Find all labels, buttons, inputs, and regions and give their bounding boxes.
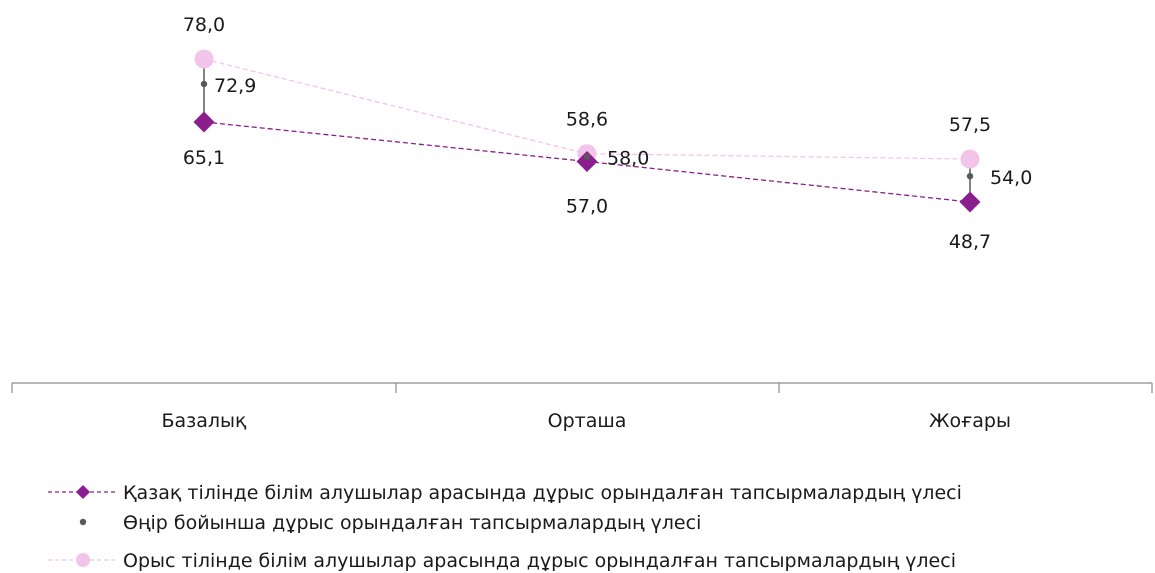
point-russian-2 [960, 149, 980, 169]
x-tick-label-0: Базалық [161, 410, 247, 432]
legend-label-kazakh: Қазақ тілінде білім алушылар арасында дұ… [123, 482, 962, 504]
data-label-0-1: 57,0 [566, 196, 608, 218]
point-kazakh-0 [193, 111, 215, 133]
legend-marker-region [79, 518, 87, 526]
data-label-1-0: 72,9 [214, 75, 256, 97]
point-kazakh-1 [576, 151, 598, 173]
data-label-2-1: 58,6 [566, 109, 608, 131]
legend-marker-kazakh [76, 485, 90, 499]
point-region-0 [200, 80, 208, 88]
point-kazakh-2 [959, 191, 981, 213]
point-region-1 [583, 153, 591, 160]
point-russian-0 [194, 49, 214, 69]
legend: Қазақ тілінде білім алушылар арасында дұ… [48, 482, 962, 572]
data-label-0-2: 48,7 [949, 231, 991, 253]
plot-area: 78,0 58,6 57,5 72,9 58,0 54,0 65,1 57,0 48,7 [183, 14, 1032, 253]
point-region-2 [966, 172, 974, 180]
x-axis: Базалық Орташа Жоғары [11, 382, 1153, 432]
legend-label-region: Өңір бойынша дұрыс орындалған тапсырмала… [123, 512, 701, 534]
data-label-1-2: 54,0 [990, 167, 1032, 189]
legend-label-russian: Орыс тілінде білім алушылар арасында дұр… [123, 550, 956, 572]
data-label-1-1: 58,0 [607, 148, 649, 170]
data-label-2-2: 57,5 [949, 114, 991, 136]
legend-marker-russian [76, 553, 90, 567]
data-label-2-0: 78,0 [183, 14, 225, 36]
data-label-0-0: 65,1 [183, 147, 225, 169]
x-tick-label-1: Орташа [548, 410, 627, 432]
x-tick-label-2: Жоғары [929, 410, 1011, 432]
